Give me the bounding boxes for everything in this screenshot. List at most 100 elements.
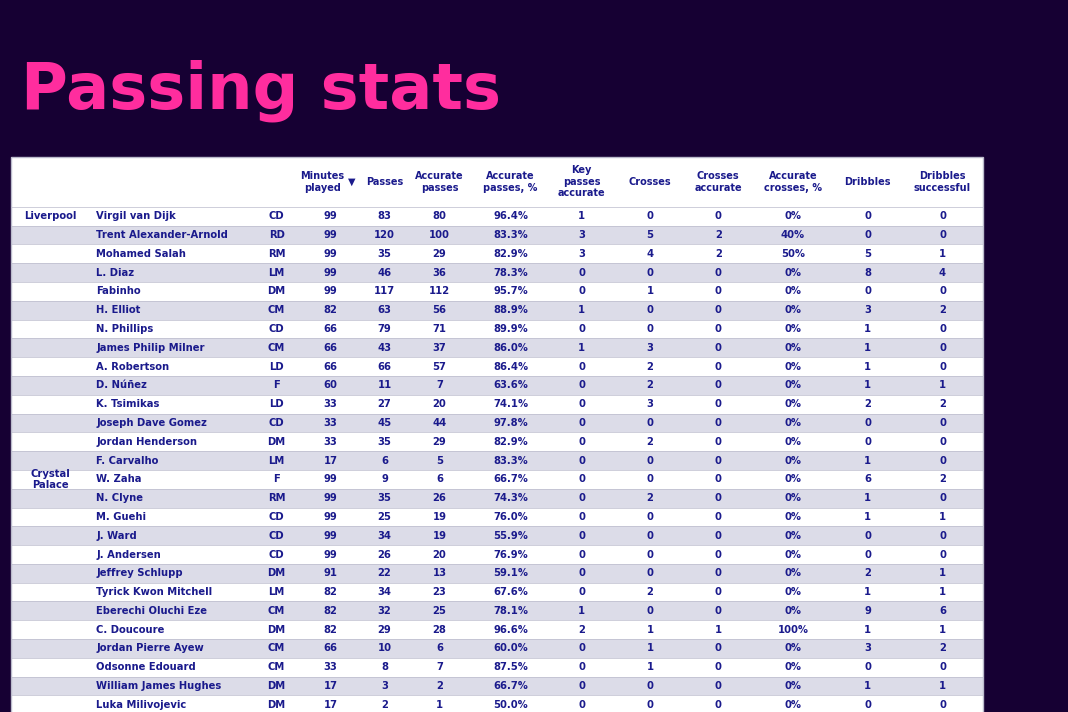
- Text: CD: CD: [269, 512, 284, 522]
- Text: 50.0%: 50.0%: [493, 700, 528, 710]
- Text: Key
passes
accurate: Key passes accurate: [557, 165, 606, 199]
- Text: 0%: 0%: [785, 268, 801, 278]
- Text: 0: 0: [578, 418, 585, 428]
- Text: CD: CD: [269, 550, 284, 560]
- Text: 29: 29: [433, 248, 446, 258]
- Text: 0%: 0%: [785, 644, 801, 654]
- Text: 0%: 0%: [785, 550, 801, 560]
- Text: DM: DM: [268, 436, 285, 446]
- Text: 0%: 0%: [785, 342, 801, 352]
- Text: 60: 60: [324, 380, 337, 390]
- Bar: [11, 470, 983, 488]
- Text: 74.1%: 74.1%: [493, 399, 528, 409]
- Text: 13: 13: [433, 568, 446, 578]
- Text: M. Guehi: M. Guehi: [96, 512, 146, 522]
- Text: 5: 5: [864, 248, 871, 258]
- Text: 1: 1: [939, 624, 946, 634]
- Text: 66: 66: [377, 362, 392, 372]
- Text: 6: 6: [864, 474, 871, 484]
- Text: 7: 7: [436, 380, 443, 390]
- Text: 43: 43: [377, 342, 392, 352]
- Text: 96.6%: 96.6%: [493, 624, 528, 634]
- Text: 0: 0: [714, 324, 722, 334]
- Text: 6: 6: [436, 474, 443, 484]
- Text: CM: CM: [268, 342, 285, 352]
- Text: 1: 1: [646, 286, 654, 296]
- Text: 2: 2: [646, 380, 654, 390]
- Text: 1: 1: [864, 512, 871, 522]
- Text: 83.3%: 83.3%: [493, 456, 528, 466]
- Text: 100%: 100%: [778, 624, 808, 634]
- Text: 0: 0: [714, 587, 722, 597]
- Text: 0: 0: [714, 418, 722, 428]
- Text: 3: 3: [646, 399, 654, 409]
- Text: 0: 0: [646, 268, 654, 278]
- Text: 1: 1: [578, 342, 585, 352]
- Text: 10: 10: [377, 644, 392, 654]
- Text: 3: 3: [864, 644, 871, 654]
- Text: K. Tsimikas: K. Tsimikas: [96, 399, 159, 409]
- Text: L. Diaz: L. Diaz: [96, 268, 135, 278]
- Text: 0: 0: [864, 436, 871, 446]
- Text: CD: CD: [269, 418, 284, 428]
- Text: 0: 0: [714, 380, 722, 390]
- Text: 4: 4: [646, 248, 654, 258]
- Text: 5: 5: [646, 230, 654, 240]
- Text: 0: 0: [578, 568, 585, 578]
- Text: 0: 0: [714, 606, 722, 616]
- Text: 66: 66: [324, 342, 337, 352]
- Text: 0: 0: [578, 587, 585, 597]
- Text: 1: 1: [578, 305, 585, 315]
- Text: 0: 0: [646, 305, 654, 315]
- Text: 3: 3: [864, 305, 871, 315]
- Text: RM: RM: [268, 248, 285, 258]
- Text: 0%: 0%: [785, 700, 801, 710]
- Text: 1: 1: [939, 380, 946, 390]
- Text: 112: 112: [429, 286, 450, 296]
- Text: 66.7%: 66.7%: [493, 681, 528, 691]
- Text: 117: 117: [374, 286, 395, 296]
- Text: Passing stats: Passing stats: [21, 60, 501, 122]
- Text: 0%: 0%: [785, 418, 801, 428]
- Text: 0%: 0%: [785, 324, 801, 334]
- Text: D. Núñez: D. Núñez: [96, 380, 147, 390]
- Text: 0: 0: [939, 230, 946, 240]
- Text: 60.0%: 60.0%: [493, 644, 528, 654]
- Text: J. Andersen: J. Andersen: [96, 550, 161, 560]
- Text: 0: 0: [939, 324, 946, 334]
- Bar: [11, 620, 983, 639]
- Text: 0: 0: [646, 418, 654, 428]
- Text: 1: 1: [864, 380, 871, 390]
- Text: 0: 0: [646, 324, 654, 334]
- Text: 0: 0: [578, 474, 585, 484]
- Text: Accurate
passes: Accurate passes: [415, 171, 464, 192]
- Text: Luka Milivojevic: Luka Milivojevic: [96, 700, 187, 710]
- Text: Mohamed Salah: Mohamed Salah: [96, 248, 186, 258]
- Text: 0: 0: [714, 399, 722, 409]
- Text: 0: 0: [864, 550, 871, 560]
- Text: A. Robertson: A. Robertson: [96, 362, 169, 372]
- Text: 56: 56: [433, 305, 446, 315]
- Text: 55.9%: 55.9%: [493, 530, 528, 540]
- Text: RD: RD: [269, 230, 284, 240]
- Text: 2: 2: [714, 248, 722, 258]
- Text: DM: DM: [268, 681, 285, 691]
- Text: 35: 35: [378, 436, 391, 446]
- Text: 2: 2: [939, 305, 946, 315]
- Text: DM: DM: [268, 700, 285, 710]
- Text: 99: 99: [324, 248, 337, 258]
- Text: 0%: 0%: [785, 436, 801, 446]
- Text: 6: 6: [939, 606, 946, 616]
- Text: 2: 2: [578, 624, 585, 634]
- Text: 0: 0: [939, 550, 946, 560]
- Text: 8: 8: [381, 662, 388, 672]
- Text: 1: 1: [939, 512, 946, 522]
- Text: 2: 2: [714, 230, 722, 240]
- Text: 0: 0: [646, 474, 654, 484]
- Bar: [11, 582, 983, 602]
- Text: 0: 0: [714, 342, 722, 352]
- Text: 1: 1: [939, 568, 946, 578]
- Bar: [11, 206, 983, 226]
- Text: 99: 99: [324, 268, 337, 278]
- Text: 22: 22: [378, 568, 391, 578]
